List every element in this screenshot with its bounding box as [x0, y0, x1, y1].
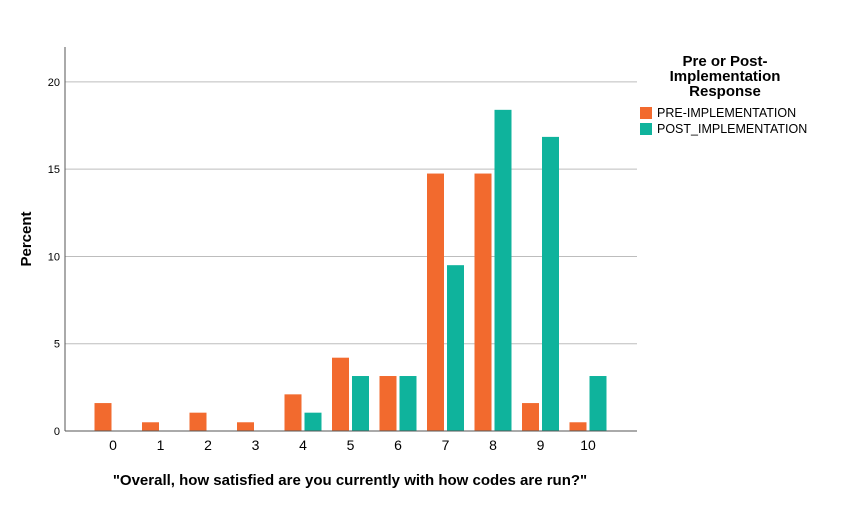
x-tick-label: 7 [442, 437, 450, 453]
y-tick-label: 15 [48, 164, 60, 176]
grid-lines [65, 81, 637, 345]
bar-post-implementation-10 [589, 376, 607, 431]
bar-post-implementation-5 [352, 376, 369, 431]
x-tick-label: 4 [299, 437, 307, 453]
x-tick-labels: 0 1 2 3 4 5 6 7 8 9 10 [109, 437, 596, 453]
legend-item-pre-implementation: PRE-IMPLEMENTATION [636, 105, 836, 121]
bar-post-implementation-4 [304, 412, 322, 431]
x-axis-label: "Overall, how satisfied are you currentl… [113, 472, 587, 489]
y-axis-label: Percent [18, 211, 35, 266]
bar-post-implementation-9 [542, 136, 559, 431]
x-tick-label: 1 [157, 437, 165, 453]
x-tick-label: 10 [580, 437, 596, 453]
bar-pre-implementation-3 [237, 422, 254, 431]
x-tick-label: 2 [204, 437, 212, 453]
y-tick-label: 20 [48, 77, 60, 89]
x-tick-label: 0 [109, 437, 117, 453]
bar-pre-implementation-0 [94, 403, 112, 431]
bar-post-implementation-6 [399, 376, 417, 431]
bar-pre-implementation-1 [142, 422, 159, 431]
bar-pre-implementation-8 [474, 173, 492, 431]
x-tick-label: 8 [489, 437, 497, 453]
x-tick-label: 9 [537, 437, 545, 453]
legend: Pre or Post- Implementation Response PRE… [636, 54, 836, 137]
bar-post-implementation-7 [447, 265, 464, 431]
x-tick-label: 5 [347, 437, 355, 453]
bar-pre-implementation-10 [569, 422, 587, 431]
y-tick-label: 0 [54, 426, 60, 438]
bar-pre-implementation-7 [427, 173, 444, 431]
y-tick-label: 10 [48, 251, 60, 263]
y-tick-labels: 0 5 10 15 20 [48, 77, 60, 438]
x-tick-label: 3 [252, 437, 260, 453]
legend-title: Pre or Post- Implementation Response [669, 53, 781, 100]
x-tick-label: 6 [394, 437, 402, 453]
bar-pre-implementation-5 [332, 357, 349, 431]
legend-label-post: POST_IMPLEMENTATION [657, 122, 808, 136]
legend-swatch-post [640, 123, 652, 135]
bar-pre-implementation-2 [189, 412, 207, 431]
y-tick-label: 5 [54, 339, 60, 351]
bars [94, 109, 607, 431]
bar-pre-implementation-9 [522, 403, 539, 431]
legend-swatch-pre [640, 107, 652, 119]
legend-label-pre: PRE-IMPLEMENTATION [657, 106, 797, 120]
bar-pre-implementation-4 [284, 394, 302, 431]
legend-item-post-implementation: POST_IMPLEMENTATION [636, 121, 836, 137]
axes [64, 47, 637, 432]
bar-post-implementation-8 [494, 109, 512, 431]
bar-pre-implementation-6 [379, 376, 397, 431]
